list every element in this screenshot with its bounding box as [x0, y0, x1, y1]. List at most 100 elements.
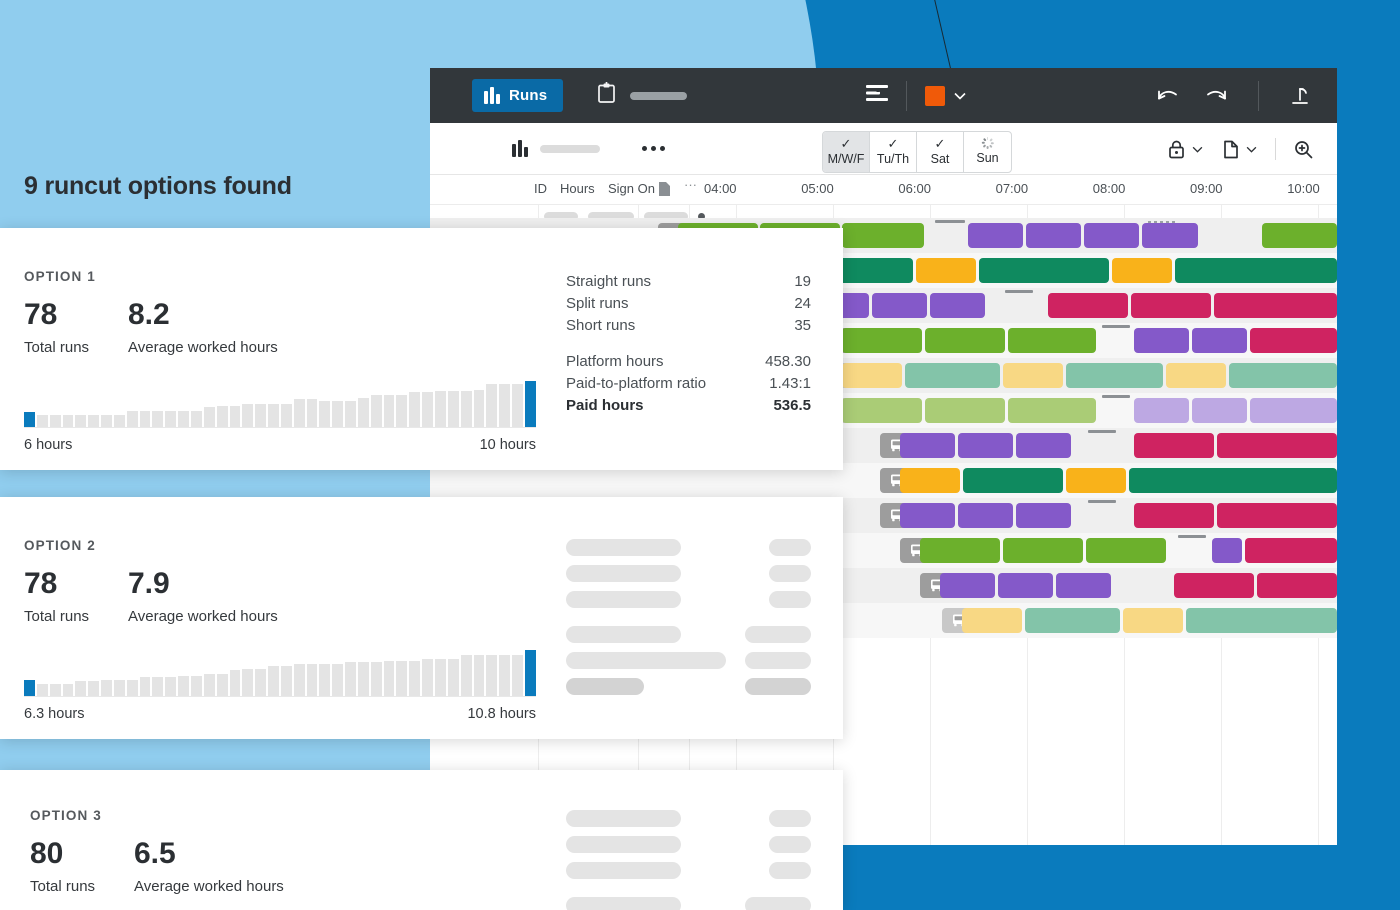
gantt-block[interactable]: [905, 363, 1000, 388]
gantt-block[interactable]: [1212, 538, 1242, 563]
gantt-block[interactable]: [958, 503, 1013, 528]
gantt-block[interactable]: [925, 328, 1005, 353]
lock-button[interactable]: [1158, 140, 1213, 159]
gantt-block[interactable]: [1214, 293, 1337, 318]
gantt-block[interactable]: [1175, 258, 1337, 283]
gantt-block[interactable]: [1166, 363, 1226, 388]
gantt-block[interactable]: [1192, 328, 1247, 353]
gantt-block[interactable]: [940, 573, 995, 598]
gantt-block[interactable]: [1245, 538, 1337, 563]
gantt-block[interactable]: [1262, 223, 1337, 248]
option-card[interactable]: OPTION 1 78 Total runs 8.2 Average worked ho…: [0, 228, 843, 470]
gantt-block[interactable]: [1086, 538, 1166, 563]
gantt-block[interactable]: [1186, 608, 1337, 633]
page-button[interactable]: [1213, 140, 1267, 159]
redo-icon[interactable]: [1192, 88, 1240, 104]
gantt-block[interactable]: [1008, 398, 1096, 423]
gantt-block[interactable]: [1003, 363, 1063, 388]
gantt-block[interactable]: [842, 363, 902, 388]
gantt-block[interactable]: [930, 293, 985, 318]
gantt-block[interactable]: [1134, 503, 1214, 528]
export-icon[interactable]: [1277, 86, 1323, 106]
gantt-block[interactable]: [958, 433, 1013, 458]
gantt-block[interactable]: [1084, 223, 1139, 248]
gantt-block[interactable]: [900, 503, 955, 528]
gantt-block[interactable]: [1250, 398, 1337, 423]
histogram-bar: [139, 677, 151, 696]
gantt-block[interactable]: [1257, 573, 1337, 598]
day-tab-tu-th[interactable]: ✓ Tu/Th: [870, 132, 917, 172]
runs-view-icon: [512, 140, 528, 157]
gantt-block[interactable]: [1134, 433, 1214, 458]
align-left-icon[interactable]: [865, 85, 888, 106]
gantt-block[interactable]: [1025, 608, 1120, 633]
gantt-block[interactable]: [1142, 223, 1198, 248]
undo-icon[interactable]: [1144, 88, 1192, 104]
gantt-block[interactable]: [1217, 503, 1337, 528]
gantt-block[interactable]: [1250, 328, 1337, 353]
gantt-block[interactable]: [842, 223, 924, 248]
chevron-down-icon[interactable]: [1192, 140, 1203, 158]
gantt-block[interactable]: [1016, 503, 1071, 528]
gantt-row[interactable]: [430, 218, 1337, 253]
gantt-block[interactable]: [963, 468, 1063, 493]
gantt-block[interactable]: [1134, 328, 1189, 353]
loading-spinner-icon: [981, 137, 994, 149]
gantt-block[interactable]: [1048, 293, 1128, 318]
gantt-block[interactable]: [1112, 258, 1172, 283]
check-icon: ✓: [934, 136, 946, 151]
gantt-block[interactable]: [925, 398, 1005, 423]
gantt-block[interactable]: [916, 258, 976, 283]
histogram-bar: [499, 655, 511, 696]
option-card[interactable]: OPTION 3 80 Total runs 6.5 Average worked ho…: [0, 770, 843, 910]
gantt-block[interactable]: [1134, 398, 1189, 423]
gantt-block[interactable]: [1056, 573, 1111, 598]
gantt-block[interactable]: [1123, 608, 1183, 633]
gantt-block[interactable]: [1174, 573, 1254, 598]
timeline-ellipsis[interactable]: ···: [684, 177, 697, 192]
gantt-block[interactable]: [962, 608, 1022, 633]
runs-button-label: Runs: [509, 87, 548, 104]
more-horizontal-icon[interactable]: [642, 146, 665, 151]
document-icon[interactable]: [659, 182, 670, 199]
runs-button[interactable]: Runs: [472, 79, 564, 112]
gantt-block[interactable]: [920, 538, 1000, 563]
gantt-block[interactable]: [998, 573, 1053, 598]
gantt-block[interactable]: [1016, 433, 1071, 458]
gantt-block[interactable]: [842, 328, 922, 353]
gantt-block[interactable]: [842, 398, 922, 423]
gantt-block[interactable]: [1066, 468, 1126, 493]
day-tab-sun[interactable]: Sun: [964, 132, 1011, 172]
gantt-block[interactable]: [1192, 398, 1247, 423]
gantt-row[interactable]: [430, 393, 1337, 428]
average-worked-hours-caption: Average worked hours: [128, 339, 278, 356]
gantt-block[interactable]: [900, 433, 955, 458]
timeline-time-label: 06:00: [898, 181, 931, 196]
histogram-bar: [524, 381, 536, 427]
histogram-bar: [24, 412, 35, 427]
gantt-block[interactable]: [1229, 363, 1337, 388]
gantt-block[interactable]: [872, 293, 927, 318]
color-swatch[interactable]: [924, 85, 945, 106]
gantt-block[interactable]: [1129, 468, 1337, 493]
gantt-block[interactable]: [1066, 363, 1163, 388]
histogram-bar: [36, 684, 48, 696]
chevron-down-icon[interactable]: [954, 87, 966, 105]
subbar-divider: [1275, 138, 1276, 160]
histogram-bar: [229, 406, 241, 427]
chevron-down-icon[interactable]: [1246, 140, 1257, 158]
gantt-block[interactable]: [1003, 538, 1083, 563]
gantt-block[interactable]: [1217, 433, 1337, 458]
gantt-block[interactable]: [1008, 328, 1096, 353]
run-length-histogram: [24, 380, 536, 428]
day-tab-m-w-f[interactable]: ✓ M/W/F: [823, 132, 870, 172]
zoom-in-icon[interactable]: [1284, 140, 1323, 159]
gantt-block[interactable]: [1026, 223, 1081, 248]
gantt-block[interactable]: [968, 223, 1023, 248]
gantt-block[interactable]: [979, 258, 1109, 283]
gantt-block[interactable]: [1131, 293, 1211, 318]
option-card[interactable]: OPTION 2 78 Total runs 7.9 Average worked ho…: [0, 497, 843, 739]
clipboard-icon[interactable]: [597, 81, 616, 109]
day-tab-sat[interactable]: ✓ Sat: [917, 132, 964, 172]
gantt-block[interactable]: [900, 468, 960, 493]
